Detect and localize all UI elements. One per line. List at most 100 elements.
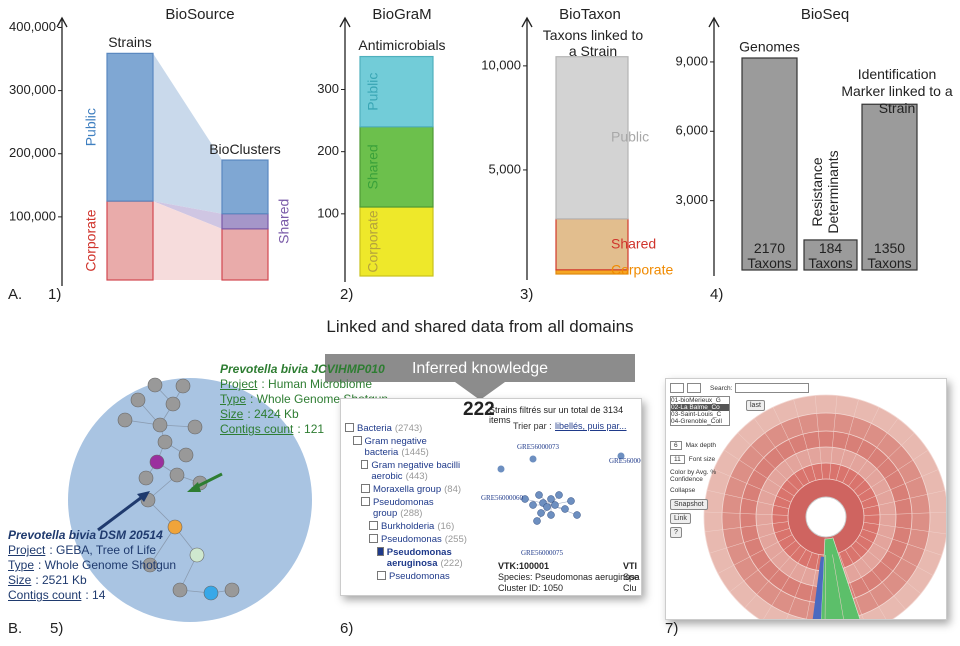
action-button[interactable]: Link — [670, 513, 691, 524]
y-tick-label: 6,000 — [675, 123, 708, 138]
last-button: last — [746, 400, 765, 411]
action-button[interactable]: ? — [670, 527, 682, 538]
control-label: Max depth — [686, 442, 716, 449]
banner-text: Inferred knowledge — [412, 360, 548, 377]
nav-button[interactable] — [687, 383, 701, 393]
category-label: Antimicrobials — [358, 37, 445, 53]
network-node — [158, 435, 172, 449]
chart-title: BioSeq — [801, 6, 849, 23]
tree-label[interactable]: Burkholderia — [381, 521, 434, 532]
tree-count: (443) — [406, 471, 428, 482]
checkbox[interactable] — [369, 521, 378, 530]
detail-line: Cluster ID: 1050 — [498, 583, 563, 593]
graph-node — [556, 492, 563, 499]
y-tick-label: 5,000 — [488, 161, 521, 176]
checkbox[interactable] — [377, 571, 386, 580]
bar-segment — [107, 53, 153, 201]
bar-segment — [222, 160, 268, 214]
sunburst-center — [806, 497, 846, 537]
network-node — [176, 379, 190, 393]
panel-label: A. — [8, 286, 22, 303]
y-tick-label: 3,000 — [675, 192, 708, 207]
tree-item: Pseudomonas aeruginosa(222) — [345, 547, 485, 569]
series-label: Shared — [611, 236, 656, 252]
chart-title: BioGraM — [372, 6, 431, 23]
bar-annotation: 2170 Taxons — [742, 241, 797, 271]
field-key: Size — [220, 407, 243, 421]
field-key: Project — [8, 543, 45, 557]
panel-label: B. — [8, 620, 22, 637]
detail-line: Species: Pseudomonas aeruginosa — [498, 572, 640, 582]
detail-line: VTK:100001 — [498, 561, 549, 571]
tree-count: (222) — [440, 558, 462, 569]
network-node — [118, 413, 132, 427]
nav-button[interactable] — [670, 383, 684, 393]
graph-node — [544, 504, 551, 511]
graph-node — [562, 506, 569, 513]
field-key: Type — [8, 558, 34, 572]
control-label: Font size — [689, 456, 715, 463]
network-node — [153, 418, 167, 432]
caption: Linked and shared data from all domains — [0, 317, 960, 337]
y-tick-label: 200 — [317, 143, 339, 158]
search-label: Search: — [710, 385, 732, 392]
network-node — [204, 586, 218, 600]
field-value: : 2424 Kb — [247, 407, 298, 421]
checkbox[interactable] — [369, 534, 378, 543]
bar-segment — [222, 214, 268, 229]
graph-node — [548, 512, 555, 519]
action-button[interactable]: Snapshot — [670, 499, 708, 510]
checkbox[interactable] — [361, 460, 368, 469]
series-label: Corporate — [83, 209, 99, 271]
category-label: BioClusters — [209, 141, 281, 157]
series-label: Public — [611, 128, 649, 144]
node-label: GRE56000060 — [481, 494, 523, 502]
tree-label[interactable]: Pseudomonas — [389, 571, 450, 582]
y-tick-label: 300,000 — [9, 82, 56, 97]
detail-line: Spe — [623, 572, 639, 582]
checkbox[interactable] — [353, 436, 362, 445]
panel-label: 1) — [48, 286, 61, 303]
tree-item: Pseudomonas group(288) — [345, 497, 485, 519]
series-label: Corporate — [365, 210, 381, 272]
checkbox[interactable] — [361, 497, 370, 506]
field-key: Contigs count — [220, 422, 293, 436]
field-value: : GEBA, Tree of Life — [49, 543, 156, 557]
cluster-graph — [481, 435, 636, 545]
graph-node — [536, 492, 543, 499]
tree-item: Bacteria(2743) — [345, 423, 485, 434]
detail-line: VTI — [623, 561, 637, 571]
checkbox[interactable] — [377, 547, 384, 556]
control-row: Search: — [670, 383, 810, 393]
tree-label[interactable]: Pseudomonas — [381, 534, 442, 545]
network-node — [190, 548, 204, 562]
tree-label[interactable]: Moraxella group — [373, 484, 441, 495]
control-row: 6Max depth — [670, 441, 716, 450]
node-label: GRE56000073 — [517, 443, 559, 451]
checkbox[interactable] — [361, 484, 370, 493]
tree-item: Gram negative bacteria(1445) — [345, 436, 485, 458]
tree-label[interactable]: Bacteria — [357, 423, 392, 434]
field-key: Size — [8, 573, 31, 587]
strain-field: Type: Whole Genome Shotgun — [8, 558, 176, 573]
tree-count: (255) — [445, 534, 467, 545]
bar — [742, 58, 797, 270]
category-label: Genomes — [739, 39, 800, 55]
flow-band — [153, 53, 222, 213]
tree-count: (288) — [400, 508, 422, 519]
category-label: Identification Marker linked to a Strain — [834, 66, 960, 117]
panel-label: 5) — [50, 620, 63, 637]
graph-node — [534, 518, 541, 525]
krona-view: Search: 01-bioMerieux_G02-La Balme_Co03-S… — [665, 378, 947, 620]
graph-node — [574, 512, 581, 519]
strain-field: Project: Human Microbiome — [220, 377, 388, 392]
category-label: Strains — [108, 34, 152, 50]
network-node — [139, 471, 153, 485]
sort-options: libellés, puis par... — [555, 421, 627, 431]
tree-count: (2743) — [395, 423, 422, 434]
checkbox[interactable] — [345, 423, 354, 432]
search-box[interactable] — [735, 383, 809, 393]
series-label: Shared — [365, 144, 381, 189]
